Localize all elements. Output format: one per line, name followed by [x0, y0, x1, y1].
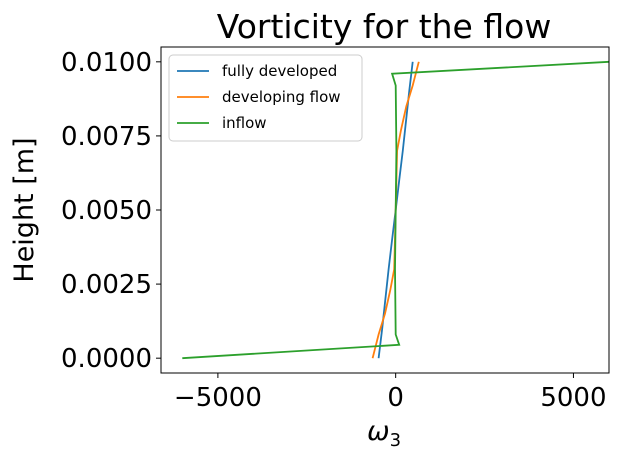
y-tick-label: 0.0100 — [61, 48, 152, 78]
y-tick-label: 0.0025 — [61, 270, 152, 300]
y-axis-label: Height [m] — [9, 137, 40, 282]
chart-title: Vorticity for the flow — [217, 7, 552, 46]
legend-box — [168, 54, 363, 142]
y-tick-label: 0.0050 — [61, 196, 152, 226]
x-axis-label: ω3 — [367, 416, 401, 451]
legend-label-1: developing flow — [222, 88, 341, 106]
x-tick-label: 5000 — [540, 383, 606, 413]
x-tick-label: 0 — [387, 383, 404, 413]
x-axis-label-main: ω — [367, 416, 390, 447]
legend-label-0: fully developed — [222, 62, 337, 80]
legend-label-2: inflow — [222, 114, 267, 132]
x-axis-label-subscript: 3 — [390, 430, 401, 451]
y-tick-label: 0.0075 — [61, 122, 152, 152]
series-line-2 — [182, 60, 610, 360]
legend: fully developed developing flow inflow — [168, 54, 363, 142]
x-axis-ticks: −5000 0 5000 — [174, 373, 607, 413]
series-layer — [182, 60, 610, 360]
y-tick-label: 0.0000 — [61, 344, 152, 374]
x-tick-label: −5000 — [174, 383, 262, 413]
y-axis-ticks: 0.0000 0.0025 0.0050 0.0075 0.0100 — [61, 48, 161, 374]
